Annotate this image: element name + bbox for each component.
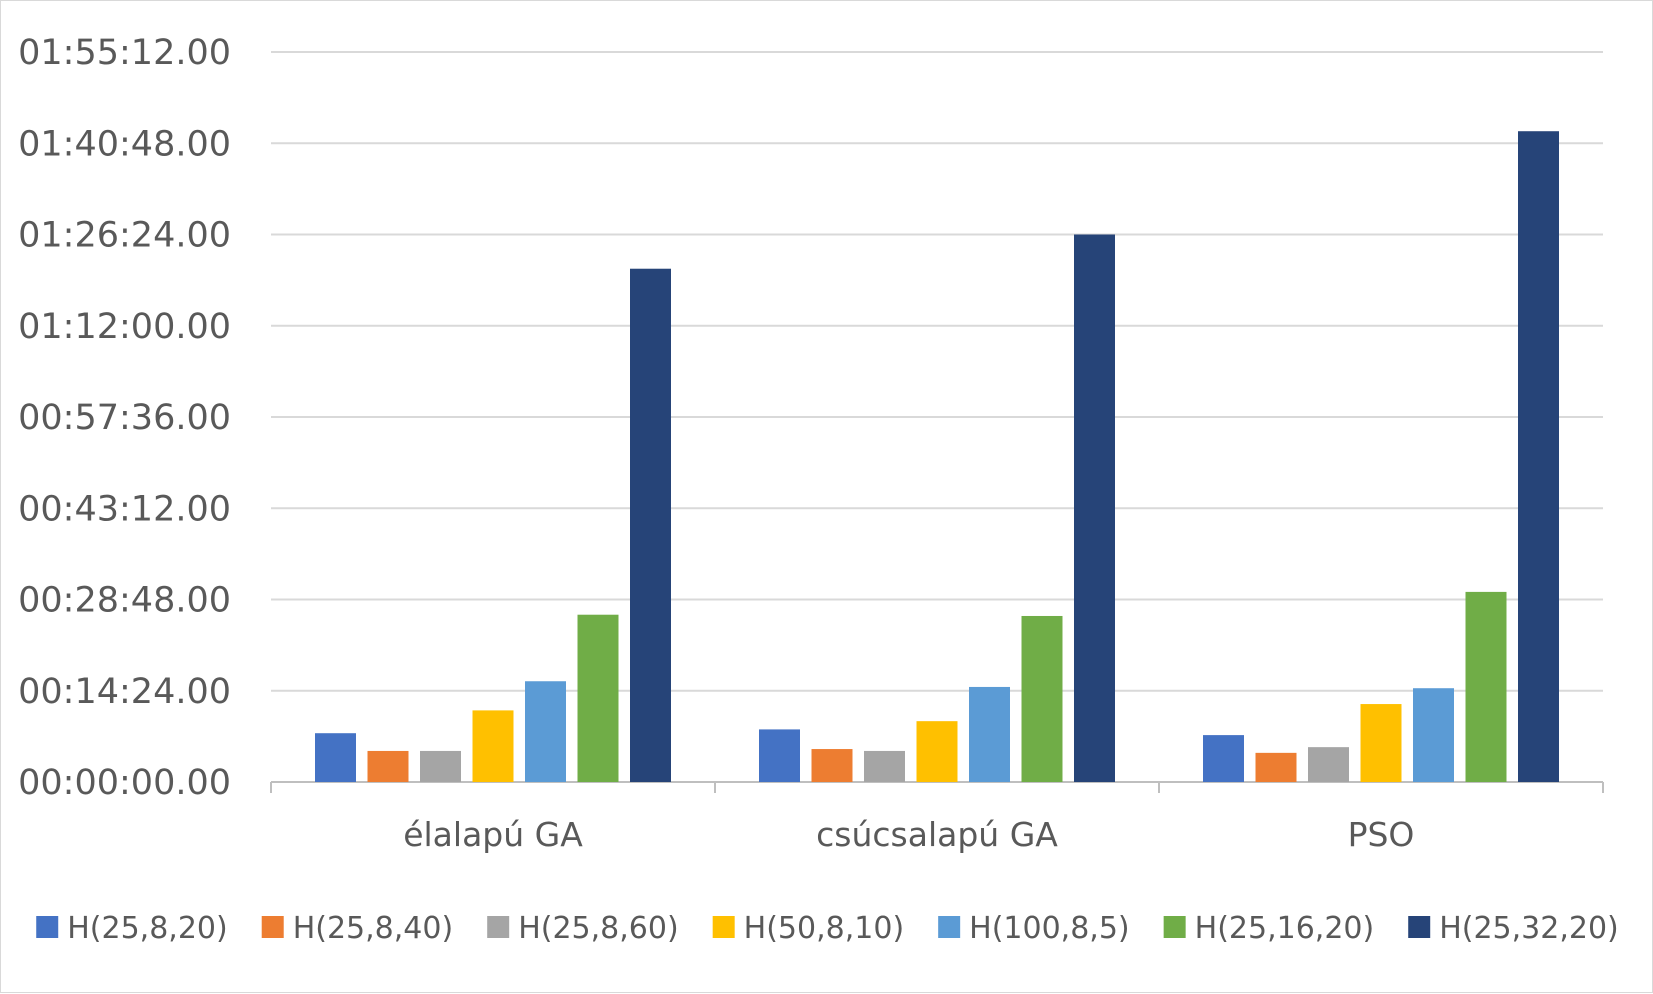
legend-swatch: [261, 916, 284, 938]
bar: [1021, 615, 1063, 782]
legend-label: H(25,8,20): [67, 911, 227, 946]
bar: [315, 733, 356, 782]
gridlines: [271, 51, 1603, 692]
legend: H(25,8,20) H(25,8,40) H(25,8,60) H(50,8,10)…: [36, 911, 1619, 946]
legend-label: H(100,8,5): [969, 911, 1129, 946]
bar: [811, 749, 853, 782]
axis-labels: 00:00:00.00 00:14:24.00 00:28:48.00 00:43:1…: [18, 33, 1414, 854]
bar: [472, 710, 514, 782]
bar: [420, 750, 461, 782]
legend-label: H(25,8,60): [518, 911, 678, 946]
bar: [1255, 752, 1297, 782]
x-category-label: élalapú GA: [403, 815, 583, 854]
y-tick-label: 01:12:00.00: [18, 307, 231, 347]
legend-swatch: [938, 916, 961, 938]
legend-item: H(50,8,10): [712, 911, 904, 946]
bar: [1518, 131, 1559, 782]
bar: [1074, 234, 1115, 782]
bar: [1360, 704, 1402, 782]
bar: [367, 750, 409, 782]
bar: [1465, 591, 1507, 782]
legend-item: H(25,8,60): [487, 911, 679, 946]
legend-label: H(25,32,20): [1439, 911, 1619, 946]
legend-swatch: [36, 916, 59, 938]
y-tick-label: 00:00:00.00: [18, 763, 231, 803]
y-tick-label: 01:40:48.00: [18, 124, 231, 164]
legend-item: H(25,32,20): [1408, 911, 1619, 946]
x-category-label: csúcsalapú GA: [816, 815, 1058, 854]
legend-swatch: [712, 916, 735, 938]
legend-label: H(50,8,10): [744, 911, 904, 946]
x-category-label: PSO: [1348, 815, 1415, 854]
bar: [1308, 747, 1349, 782]
y-tick-label: 01:26:24.00: [18, 216, 231, 256]
y-tick-label: 00:43:12.00: [18, 489, 231, 529]
legend-swatch: [1408, 916, 1431, 938]
bar: [969, 686, 1010, 782]
bar: [759, 729, 800, 782]
y-tick-label: 00:57:36.00: [18, 398, 231, 438]
legend-swatch: [487, 916, 510, 938]
bar: [1413, 688, 1454, 782]
bar: [864, 750, 905, 782]
y-tick-label: 00:14:24.00: [18, 672, 231, 712]
bar: [916, 721, 958, 782]
x-axis: [270, 781, 1604, 793]
legend-item: H(25,16,20): [1163, 911, 1375, 946]
bar: [630, 268, 671, 782]
legend-label: H(25,16,20): [1195, 911, 1375, 946]
bar: [525, 681, 566, 782]
legend-swatch: [1163, 916, 1186, 938]
bar: [577, 614, 619, 782]
bars: [315, 131, 1559, 782]
y-tick-label: 01:55:12.00: [18, 33, 231, 73]
legend-item: H(100,8,5): [938, 911, 1130, 946]
bar: [1203, 735, 1244, 782]
legend-item: H(25,8,40): [261, 911, 453, 946]
y-tick-label: 00:28:48.00: [18, 581, 231, 621]
legend-item: H(25,8,20): [36, 911, 228, 946]
legend-label: H(25,8,40): [293, 911, 453, 946]
